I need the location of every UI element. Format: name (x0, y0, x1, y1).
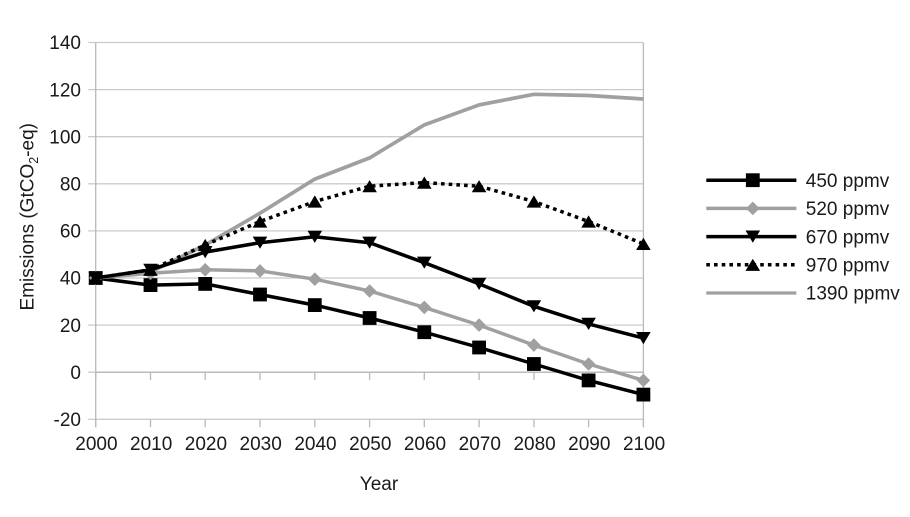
svg-text:100: 100 (49, 127, 81, 148)
svg-text:Year: Year (360, 474, 399, 495)
svg-text:520 ppmv: 520 ppmv (806, 199, 890, 220)
svg-text:450 ppmv: 450 ppmv (806, 171, 890, 192)
svg-text:1390 ppmv: 1390 ppmv (806, 284, 901, 305)
svg-text:2010: 2010 (130, 434, 172, 455)
svg-text:2030: 2030 (240, 434, 282, 455)
svg-text:2040: 2040 (294, 434, 336, 455)
svg-text:2060: 2060 (404, 434, 446, 455)
svg-text:40: 40 (60, 269, 81, 290)
svg-text:140: 140 (49, 33, 81, 54)
svg-text:2100: 2100 (623, 434, 665, 455)
svg-text:2090: 2090 (568, 434, 610, 455)
svg-text:2050: 2050 (349, 434, 391, 455)
svg-text:2080: 2080 (513, 434, 555, 455)
svg-text:80: 80 (60, 175, 81, 196)
svg-text:670 ppmv: 670 ppmv (806, 227, 890, 248)
svg-text:-20: -20 (54, 410, 81, 431)
svg-text:Emissions (GtCO2-eq): Emissions (GtCO2-eq) (18, 123, 42, 311)
svg-text:120: 120 (49, 80, 81, 101)
svg-text:20: 20 (60, 316, 81, 337)
svg-text:2020: 2020 (185, 434, 227, 455)
svg-text:970 ppmv: 970 ppmv (806, 256, 890, 277)
svg-text:0: 0 (70, 363, 81, 384)
svg-text:2000: 2000 (75, 434, 117, 455)
svg-text:2070: 2070 (459, 434, 501, 455)
svg-text:60: 60 (60, 222, 81, 243)
